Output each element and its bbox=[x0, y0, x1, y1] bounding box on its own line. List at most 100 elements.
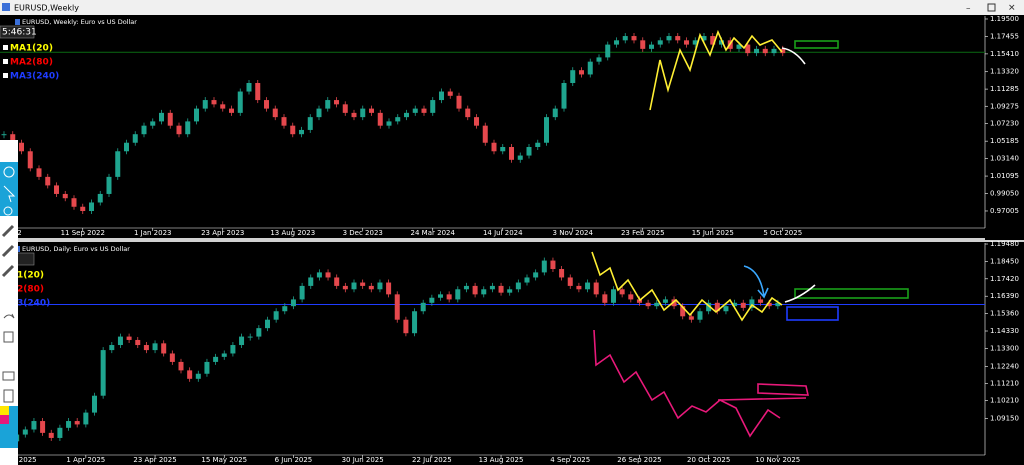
candle-body bbox=[421, 108, 427, 113]
candle-body bbox=[541, 260, 547, 273]
indicator-label: MA1(20) bbox=[10, 44, 53, 54]
y-tick-label: 1.19480 bbox=[990, 240, 1019, 248]
x-tick-label: 15 May 2025 bbox=[201, 456, 247, 464]
color-swatch[interactable] bbox=[9, 406, 18, 415]
indicator-checkbox[interactable] bbox=[3, 59, 8, 64]
y-tick-label: 1.01095 bbox=[990, 172, 1019, 180]
candle-body bbox=[342, 285, 348, 290]
color-swatch[interactable] bbox=[0, 415, 9, 424]
candle-body bbox=[412, 108, 418, 113]
camera-tool[interactable] bbox=[2, 371, 15, 381]
candle-body bbox=[446, 294, 452, 300]
countdown: 5:46:31 bbox=[2, 28, 37, 38]
candle-body bbox=[272, 108, 278, 118]
candle-body bbox=[178, 361, 184, 371]
candle-body bbox=[500, 147, 506, 152]
candle-body bbox=[316, 272, 322, 278]
candle-body bbox=[45, 176, 51, 186]
candle-body bbox=[675, 36, 681, 41]
toolbar-active bbox=[0, 162, 18, 216]
candle-body bbox=[377, 282, 383, 290]
candle-body bbox=[671, 299, 677, 307]
candle-body bbox=[596, 57, 602, 62]
candle-body bbox=[308, 277, 314, 286]
candle-body bbox=[342, 104, 348, 113]
candle-body bbox=[614, 40, 619, 45]
x-tick-label: 22 Jul 2025 bbox=[412, 456, 452, 464]
drawings bbox=[591, 29, 909, 438]
close-button[interactable]: ✕ bbox=[1008, 4, 1016, 14]
hand-box bbox=[717, 383, 810, 401]
trash-tool[interactable] bbox=[3, 331, 14, 343]
candle-body bbox=[619, 289, 625, 295]
candle-body bbox=[351, 112, 357, 118]
maximize-button[interactable] bbox=[987, 3, 996, 12]
x-tick-label: 14 Jul 2024 bbox=[483, 229, 523, 237]
candle-body bbox=[36, 168, 42, 177]
color-swatch[interactable] bbox=[0, 424, 18, 448]
candle-body bbox=[213, 356, 219, 362]
candle-body bbox=[439, 91, 444, 101]
candle-body bbox=[132, 134, 138, 143]
candle-body bbox=[22, 429, 28, 435]
candle-body bbox=[126, 336, 132, 340]
minimize-button[interactable]: – bbox=[966, 4, 971, 14]
x-tick-label: 3 Nov 2024 bbox=[553, 229, 594, 237]
toolbar-panel bbox=[0, 140, 18, 465]
candle-body bbox=[66, 421, 72, 428]
candle-body bbox=[719, 40, 724, 45]
price-scale bbox=[985, 243, 1024, 465]
candle-body bbox=[97, 193, 103, 203]
indicator-checkbox[interactable] bbox=[3, 45, 8, 50]
candle-body bbox=[351, 282, 357, 290]
candle-body bbox=[498, 285, 504, 293]
candle-body bbox=[159, 112, 164, 122]
candle-body bbox=[334, 277, 340, 286]
price-scale bbox=[985, 16, 1024, 240]
x-tick-label: 4 Sep 2025 bbox=[550, 456, 590, 464]
color-swatch[interactable] bbox=[0, 406, 9, 415]
candle-body bbox=[412, 311, 418, 334]
candle-body bbox=[106, 176, 112, 194]
candle-body bbox=[71, 198, 77, 207]
indicator-checkbox[interactable] bbox=[3, 73, 8, 78]
candle-body bbox=[316, 108, 322, 118]
clock-box bbox=[0, 25, 35, 39]
candle-body bbox=[109, 345, 115, 351]
y-tick-label: 1.17420 bbox=[990, 275, 1019, 283]
candle-body bbox=[662, 299, 668, 303]
y-tick-label: 1.03140 bbox=[990, 155, 1019, 163]
candle-body bbox=[282, 306, 288, 312]
x-tick-label: 30 Jun 2025 bbox=[342, 456, 384, 464]
line-tools[interactable] bbox=[1, 224, 15, 278]
color-swatch[interactable] bbox=[9, 415, 18, 424]
candle-body bbox=[92, 395, 97, 413]
candle-body bbox=[745, 44, 751, 54]
candle-body bbox=[360, 282, 366, 286]
candle-body bbox=[771, 48, 777, 54]
candle-body bbox=[740, 302, 746, 308]
candle-body bbox=[706, 302, 712, 312]
green-box bbox=[794, 40, 839, 49]
cursor-tool[interactable] bbox=[3, 185, 16, 203]
notes-tool[interactable] bbox=[3, 389, 14, 403]
candle-body bbox=[31, 421, 37, 430]
candle-body bbox=[169, 353, 175, 362]
candle-body bbox=[491, 142, 497, 152]
cross-tool[interactable] bbox=[3, 206, 13, 216]
candle-body bbox=[40, 421, 46, 433]
candle-body bbox=[74, 421, 80, 425]
pane-icon bbox=[15, 19, 20, 25]
candle-body bbox=[645, 302, 651, 307]
plot-area bbox=[0, 16, 985, 228]
candle-body bbox=[57, 427, 63, 438]
y-tick-label: 1.10210 bbox=[990, 397, 1019, 405]
y-tick-label: 1.14330 bbox=[990, 327, 1019, 335]
x-tick-label: 24 Mar 2024 bbox=[411, 229, 456, 237]
eye-tool[interactable] bbox=[3, 166, 15, 178]
pane-title: EURUSD, Weekly: Euro vs US Dollar bbox=[22, 18, 137, 26]
indicator-label: A3(240) bbox=[10, 299, 50, 309]
undo-tool[interactable] bbox=[3, 313, 15, 319]
candle-body bbox=[247, 336, 253, 338]
x-tick-label: 11 Sep 2022 bbox=[61, 229, 105, 237]
